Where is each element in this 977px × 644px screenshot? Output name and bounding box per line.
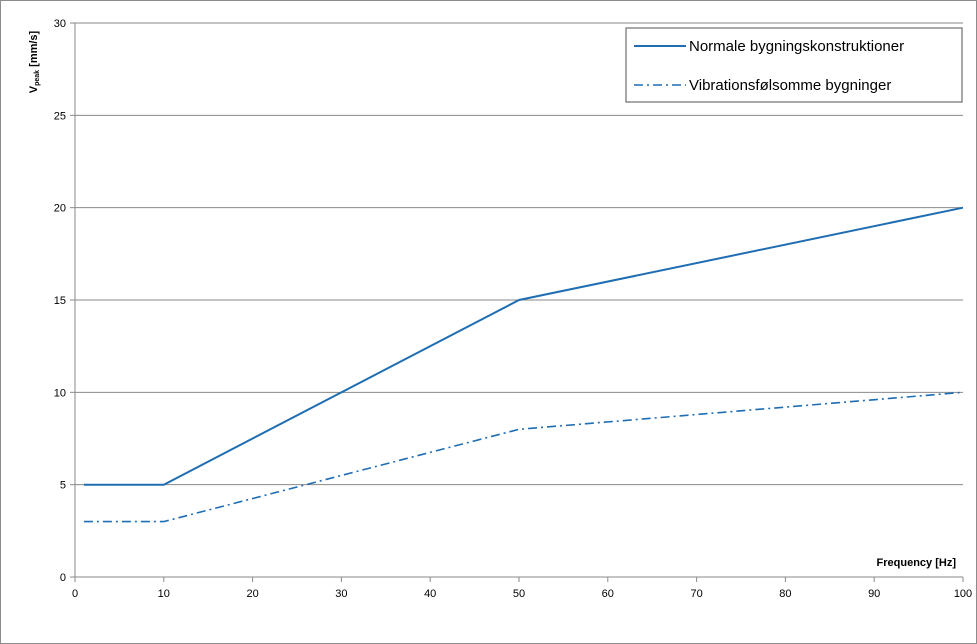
series-lines bbox=[83, 206, 964, 523]
legend-label-normale: Normale bygningskonstruktioner bbox=[689, 38, 904, 55]
y-axis-title-main: V bbox=[28, 85, 40, 93]
y-tick-label-25: 25 bbox=[54, 110, 66, 122]
y-tick-label-15: 15 bbox=[54, 295, 66, 307]
gridlines bbox=[70, 22, 964, 582]
y-axis-title-unit: [mm/s] bbox=[28, 30, 40, 69]
y-tick-label-10: 10 bbox=[54, 387, 66, 399]
y-axis-title-sub: peak bbox=[34, 70, 41, 86]
x-tick-label-100: 100 bbox=[954, 588, 972, 600]
x-tick-label-30: 30 bbox=[335, 588, 347, 600]
x-tick-label-60: 60 bbox=[602, 588, 614, 600]
x-tick-label-0: 0 bbox=[72, 588, 78, 600]
x-axis-title: Frequency [Hz] bbox=[877, 557, 957, 569]
x-tick-label-20: 20 bbox=[246, 588, 258, 600]
y-tick-label-20: 20 bbox=[54, 203, 66, 215]
y-tick-label-5: 5 bbox=[60, 480, 66, 492]
x-tick-label-90: 90 bbox=[868, 588, 880, 600]
x-axis-tick-labels: 0 10 20 30 40 50 60 70 80 90 100 bbox=[72, 588, 972, 600]
legend-label-vibrationsfoelsomme: Vibrationsfølsomme bygninger bbox=[689, 77, 891, 94]
y-axis-tick-labels: 0 5 10 15 20 25 30 bbox=[54, 18, 66, 584]
y-axis-title: Vpeak [mm/s] bbox=[28, 30, 41, 93]
axes bbox=[74, 23, 963, 578]
x-tick-label-70: 70 bbox=[690, 588, 702, 600]
x-tick-label-80: 80 bbox=[779, 588, 791, 600]
x-tick-label-50: 50 bbox=[513, 588, 525, 600]
legend: Normale bygningskonstruktioner Vibration… bbox=[625, 27, 963, 103]
x-tick-label-10: 10 bbox=[158, 588, 170, 600]
series-line-normale-bygningskonstruktioner bbox=[83, 206, 964, 486]
series-line-vibrationsfoelsomme-bygninger bbox=[83, 391, 964, 523]
y-tick-label-0: 0 bbox=[60, 572, 66, 584]
y-tick-label-30: 30 bbox=[54, 18, 66, 30]
x-tick-label-40: 40 bbox=[424, 588, 436, 600]
legend-box bbox=[625, 27, 963, 103]
